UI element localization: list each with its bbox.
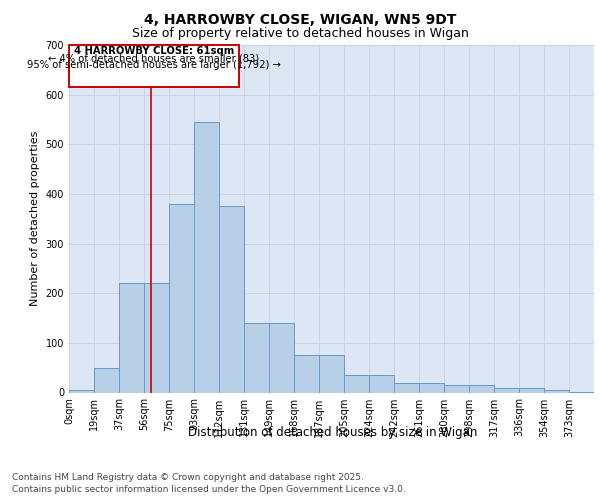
Text: 4, HARROWBY CLOSE, WIGAN, WN5 9DT: 4, HARROWBY CLOSE, WIGAN, WN5 9DT: [144, 12, 456, 26]
Bar: [294, 356, 319, 393]
Bar: [94, 368, 119, 392]
Bar: [244, 323, 269, 392]
Y-axis label: Number of detached properties: Number of detached properties: [30, 131, 40, 306]
Text: Distribution of detached houses by size in Wigan: Distribution of detached houses by size …: [188, 426, 478, 439]
Bar: [369, 375, 394, 392]
Bar: [344, 375, 369, 392]
Bar: [169, 204, 194, 392]
Bar: [319, 356, 344, 393]
Bar: [469, 385, 494, 392]
Bar: [219, 206, 244, 392]
Bar: [494, 388, 519, 392]
Text: Contains public sector information licensed under the Open Government Licence v3: Contains public sector information licen…: [12, 485, 406, 494]
Text: 95% of semi-detached houses are larger (1,792) →: 95% of semi-detached houses are larger (…: [27, 60, 281, 70]
Bar: [269, 323, 294, 392]
Bar: [69, 390, 94, 392]
Text: Size of property relative to detached houses in Wigan: Size of property relative to detached ho…: [131, 28, 469, 40]
Bar: [194, 122, 219, 392]
FancyBboxPatch shape: [69, 45, 239, 87]
Text: 4 HARROWBY CLOSE: 61sqm: 4 HARROWBY CLOSE: 61sqm: [74, 46, 234, 56]
Bar: [394, 382, 419, 392]
Bar: [144, 284, 169, 393]
Text: Contains HM Land Registry data © Crown copyright and database right 2025.: Contains HM Land Registry data © Crown c…: [12, 472, 364, 482]
Bar: [419, 382, 444, 392]
Text: ← 4% of detached houses are smaller (83): ← 4% of detached houses are smaller (83): [49, 54, 260, 64]
Bar: [444, 385, 469, 392]
Bar: [544, 390, 569, 392]
Bar: [119, 284, 144, 393]
Bar: [519, 388, 544, 392]
